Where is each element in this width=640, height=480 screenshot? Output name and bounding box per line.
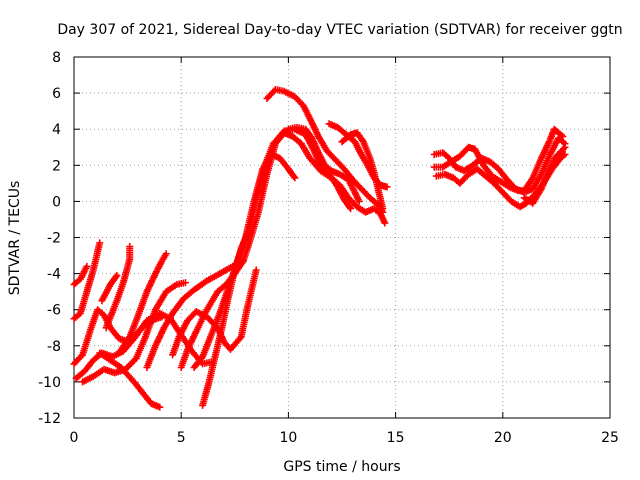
y-tick-label: 0	[52, 194, 61, 210]
series-track-9	[115, 250, 170, 357]
series-track-18	[338, 129, 387, 213]
series-track-10	[143, 257, 247, 371]
marker-trace	[79, 279, 189, 386]
x-axis-label: GPS time / hours	[283, 459, 400, 475]
x-tick-label: 0	[70, 430, 79, 446]
y-tick-label: -8	[47, 339, 61, 355]
marker-trace	[284, 123, 363, 205]
x-tick-label: 25	[601, 430, 619, 446]
series-track-2	[70, 262, 91, 288]
y-tick-label: -6	[47, 303, 61, 319]
series-track-8	[96, 349, 164, 411]
y-tick-label: 4	[52, 122, 61, 138]
marker-trace	[102, 243, 134, 332]
y-tick-label: 6	[52, 86, 61, 102]
marker-trace	[199, 125, 355, 409]
series-track-15	[263, 86, 387, 216]
series-track-22	[520, 143, 569, 207]
grid-lines	[74, 57, 610, 418]
marker-trace	[430, 125, 567, 195]
series-track-14	[199, 125, 355, 409]
marker-trace	[115, 250, 170, 357]
x-tick-label: 10	[279, 430, 297, 446]
x-tick-label: 20	[494, 430, 512, 446]
series-track-6	[102, 243, 134, 332]
marker-trace	[263, 86, 387, 216]
y-tick-label: 8	[52, 50, 61, 66]
axis-ticks: 0 5 10 15 20 25 -12 -10 -8 -6 -4 -2 0 2 4 6 8	[38, 50, 619, 446]
y-tick-label: -2	[47, 231, 61, 247]
series-track-20	[430, 125, 567, 195]
marker-trace	[70, 239, 104, 323]
y-axis-label: SDTVAR / TECUs	[7, 181, 23, 296]
marker-trace	[96, 349, 164, 411]
series-track-7	[98, 271, 121, 305]
marker-trace	[70, 262, 91, 288]
marker-trace	[143, 257, 247, 371]
series-track-16	[284, 123, 363, 205]
series-track-5	[79, 279, 189, 386]
chart-title: Day 307 of 2021, Sidereal Day-to-day VTE…	[57, 22, 622, 38]
data-points	[70, 86, 569, 411]
x-tick-label: 5	[177, 430, 186, 446]
plot-frame	[73, 56, 611, 419]
marker-trace	[338, 129, 387, 213]
y-tick-label: 2	[52, 158, 61, 174]
y-tick-label: -12	[38, 411, 61, 427]
series-track-1	[70, 239, 104, 323]
x-tick-label: 15	[387, 430, 405, 446]
marker-trace	[98, 271, 121, 305]
y-tick-label: -4	[47, 267, 61, 283]
marker-trace	[520, 143, 569, 207]
y-tick-label: -10	[38, 375, 61, 391]
